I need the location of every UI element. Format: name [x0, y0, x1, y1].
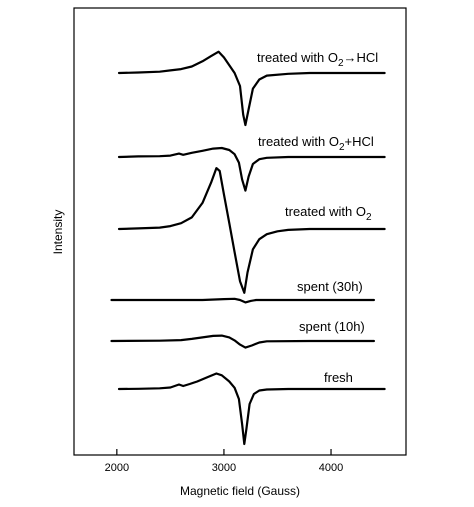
series-label-tail: +HCl — [345, 134, 374, 149]
series-curves — [110, 50, 386, 446]
series-label-main: treated with O — [258, 134, 339, 149]
series-line-treated-o2 — [117, 167, 386, 294]
series-label-spent-10h: spent (10h) — [299, 319, 365, 334]
series-labels: treated with O2→HCl treated with O2+HCl … — [257, 50, 378, 385]
x-tick-label-2000: 2000 — [105, 462, 129, 474]
series-line-fresh — [117, 372, 386, 446]
series-label-treated-o2-plus-hcl: treated with O2+HCl — [258, 134, 374, 153]
x-tick-label-3000: 3000 — [212, 462, 236, 474]
series-line-spent-10h — [110, 334, 375, 349]
series-label-tail: →HCl — [344, 50, 379, 65]
series-label-main: treated with O — [257, 50, 338, 65]
plot-frame — [73, 7, 407, 456]
x-axis-label: Magnetic field (Gauss) — [180, 484, 300, 498]
series-line-treated-o2-plus-hcl — [117, 146, 386, 192]
series-label-spent-30h: spent (30h) — [297, 279, 363, 294]
series-label-sub: 2 — [338, 58, 344, 69]
x-tick-label-4000: 4000 — [319, 462, 343, 474]
series-label-fresh: fresh — [324, 370, 353, 385]
series-line-treated-o2-then-hcl — [117, 50, 386, 127]
series-label-sub: 2 — [339, 142, 345, 153]
y-axis-label: Intensity — [51, 210, 65, 255]
series-label-treated-o2-then-hcl: treated with O2→HCl — [257, 50, 378, 69]
series-label-main: treated with O — [285, 204, 366, 219]
series-label-sub: 2 — [366, 212, 372, 223]
series-label-treated-o2: treated with O2 — [285, 204, 372, 223]
x-ticks: 2000 3000 4000 — [105, 449, 343, 474]
series-line-spent-30h — [110, 297, 375, 304]
